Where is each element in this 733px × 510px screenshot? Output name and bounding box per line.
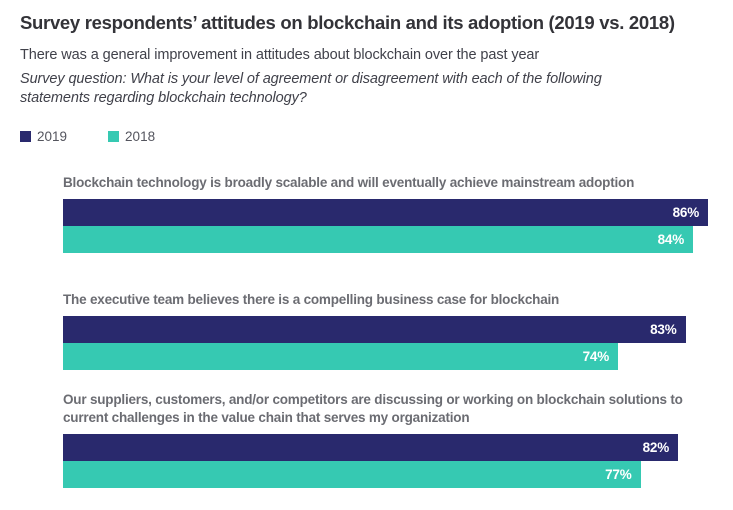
bar-group-label: Blockchain technology is broadly scalabl…: [63, 175, 635, 191]
bar-2018: 84%: [63, 226, 693, 254]
survey-question-note: Survey question: What is your level of a…: [20, 71, 602, 107]
bar-group: Our suppliers, customers, and/or competi…: [63, 391, 715, 489]
legend-item-2018: 2018: [108, 129, 155, 144]
legend-swatch: [20, 131, 31, 143]
bar-value-label: 83%: [650, 322, 677, 338]
bar-group-label: The executive team believes there is a c…: [63, 292, 560, 308]
bar-value-label: 86%: [672, 205, 700, 221]
bar-value-label: 74%: [582, 349, 610, 365]
chart-legend: 2019 2018: [20, 129, 715, 144]
chart-subtitle: There was a general improvement in attit…: [20, 47, 540, 63]
bar-group-label: Our suppliers, customers, and/or competi…: [63, 392, 683, 426]
bar-2018: 77%: [63, 461, 641, 489]
legend-swatch: [108, 131, 120, 143]
bar-2018: 74%: [63, 343, 618, 371]
legend-label: 2018: [125, 129, 156, 145]
bar-group: Blockchain technology is broadly scalabl…: [63, 174, 715, 254]
legend-label: 2019: [37, 129, 68, 145]
bar-value-label: 82%: [642, 440, 670, 456]
legend-item-2019: 2019: [20, 129, 67, 144]
bar-value-label: 77%: [605, 467, 632, 483]
bar-2019: 82%: [63, 434, 678, 462]
bar-2019: 86%: [63, 199, 708, 227]
grouped-bar-chart: Blockchain technology is broadly scalabl…: [63, 174, 715, 489]
bar-value-label: 84%: [657, 232, 685, 248]
bar-group: The executive team believes there is a c…: [63, 291, 715, 371]
bar-2019: 83%: [63, 316, 686, 344]
chart-title: Survey respondents’ attitudes on blockch…: [20, 12, 675, 33]
